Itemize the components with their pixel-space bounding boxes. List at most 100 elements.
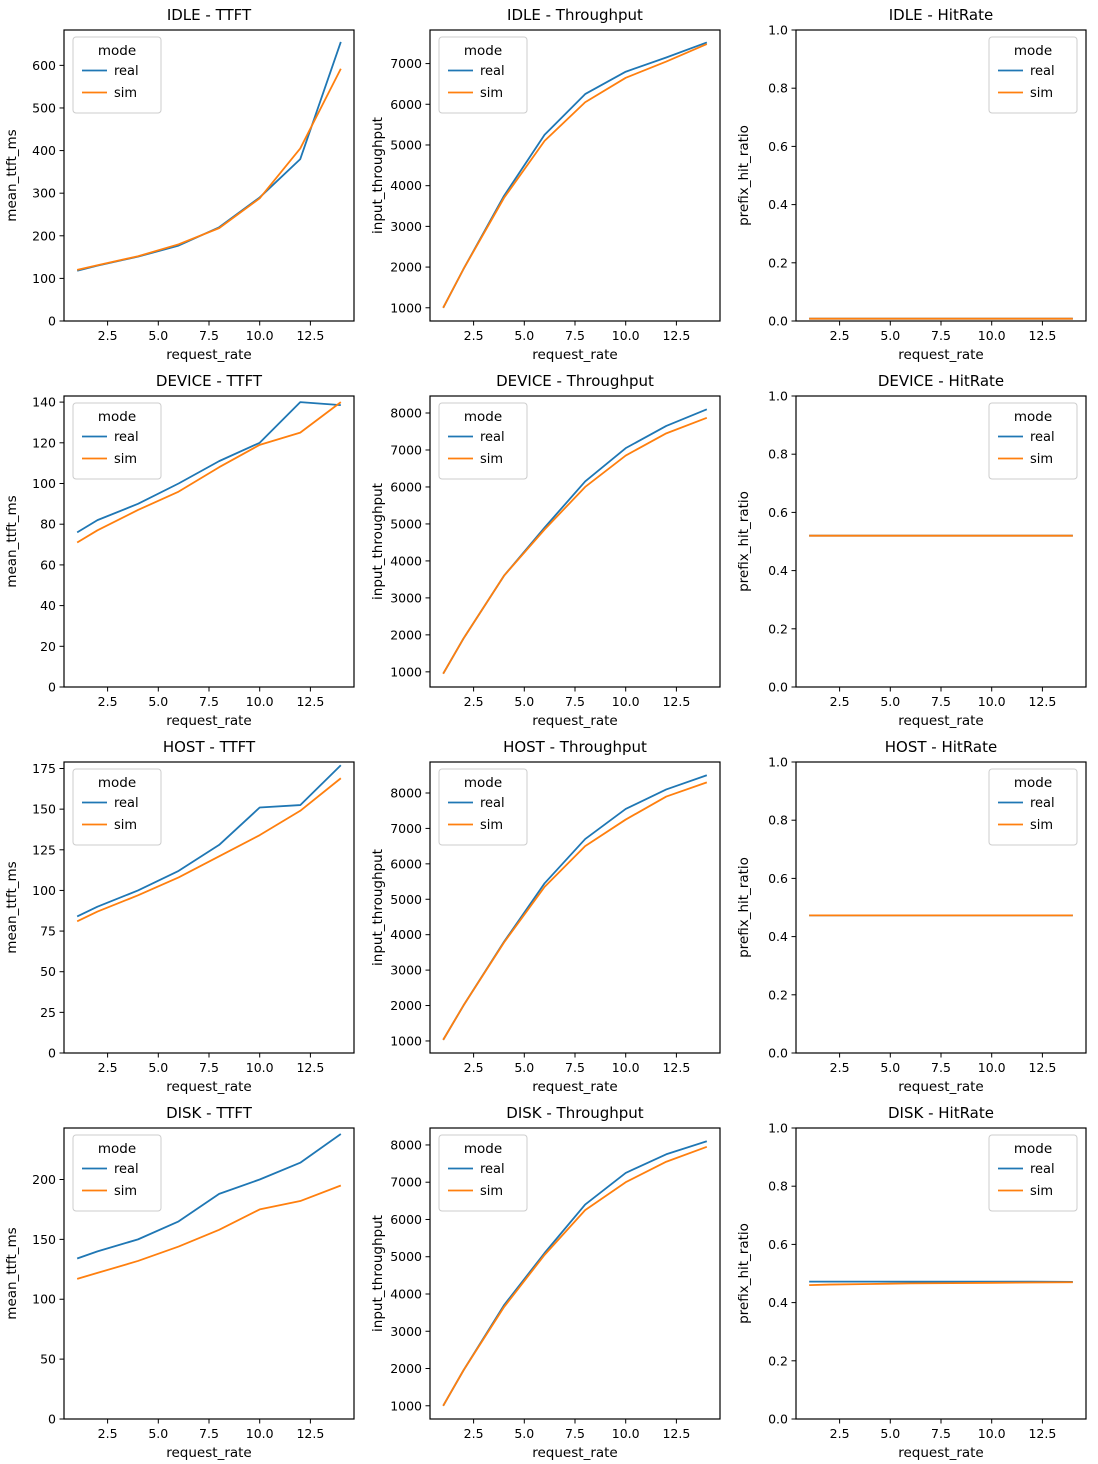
- y-tick-label: 100: [32, 271, 56, 286]
- axes-frame: [429, 395, 721, 688]
- y-axis-label: input_throughput: [370, 849, 386, 966]
- y-tick-label: 0.6: [768, 1237, 788, 1252]
- axes-frame: [429, 761, 721, 1054]
- x-tick-label: 10.0: [246, 1060, 274, 1075]
- y-tick-label: 0.8: [768, 447, 788, 462]
- legend-title: mode: [1014, 1141, 1052, 1157]
- y-tick-label: 0.0: [768, 314, 788, 329]
- axes-frame: [63, 29, 355, 322]
- subplot-host-hitrate: HOST - HitRate 2.5 5.0 7.5 10.0 12.5 0.0 0.2 0.4…: [732, 732, 1098, 1098]
- legend-title: mode: [464, 409, 502, 425]
- legend-label-sim: sim: [114, 452, 137, 467]
- x-tick-label: 7.5: [565, 1060, 585, 1075]
- series-line-sim: [442, 1145, 708, 1407]
- y-tick-label: 7000: [390, 1175, 422, 1190]
- series-line-sim: [76, 68, 342, 271]
- y-tick-label: 6000: [390, 97, 422, 112]
- y-tick-label: 3000: [390, 219, 422, 234]
- legend-title: mode: [98, 1141, 136, 1157]
- x-tick-label: 12.5: [296, 328, 324, 343]
- x-tick-label: 2.5: [464, 1060, 484, 1075]
- y-tick-label: 4000: [390, 178, 422, 193]
- x-tick-label: 10.0: [978, 1426, 1006, 1441]
- x-axis-label: request_rate: [532, 1445, 618, 1461]
- x-tick-label: 5.0: [148, 328, 168, 343]
- chart-title: DISK - Throughput: [506, 1104, 644, 1122]
- y-tick-label: 0.4: [768, 563, 788, 578]
- subplot-device-hitrate: DEVICE - HitRate 2.5 5.0 7.5 10.0 12.5 0.0 0.2 0…: [732, 366, 1098, 732]
- x-tick-label: 2.5: [830, 1060, 850, 1075]
- chart-title: DEVICE - TTFT: [156, 372, 263, 390]
- x-tick-label: 7.5: [931, 694, 951, 709]
- subplot-idle-ttft: IDLE - TTFT 2.5 5.0 7.5 10.0 12.5 0 100 200 300 40…: [0, 0, 366, 366]
- x-tick-label: 7.5: [931, 1426, 951, 1441]
- x-tick-label: 10.0: [246, 694, 274, 709]
- x-tick-label: 12.5: [662, 694, 690, 709]
- x-tick-label: 12.5: [1028, 1426, 1056, 1441]
- x-tick-label: 7.5: [565, 328, 585, 343]
- y-tick-label: 300: [32, 186, 56, 201]
- legend-label-sim: sim: [1030, 818, 1053, 833]
- chart-title: DISK - HitRate: [888, 1104, 994, 1122]
- chart-title: IDLE - TTFT: [167, 6, 252, 24]
- x-tick-label: 12.5: [296, 694, 324, 709]
- y-tick-label: 2000: [390, 260, 422, 275]
- y-tick-label: 4000: [390, 927, 422, 942]
- legend: mode real sim: [988, 768, 1078, 846]
- legend: mode real sim: [72, 1134, 162, 1212]
- y-axis-label: mean_ttft_ms: [4, 1227, 20, 1319]
- series-line-sim: [76, 777, 342, 923]
- legend-label-sim: sim: [480, 818, 503, 833]
- legend-label-real: real: [1030, 796, 1055, 811]
- y-tick-label: 150: [32, 802, 56, 817]
- legend-label-real: real: [114, 64, 139, 79]
- y-tick-label: 0.4: [768, 197, 788, 212]
- y-tick-label: 7000: [390, 442, 422, 457]
- axes-frame: [429, 29, 721, 322]
- y-tick-label: 0: [48, 314, 56, 329]
- y-tick-label: 4000: [390, 553, 422, 568]
- x-tick-label: 10.0: [246, 1426, 274, 1441]
- x-axis-label: request_rate: [166, 713, 252, 729]
- series-line-real: [76, 764, 342, 918]
- x-tick-label: 10.0: [612, 1060, 640, 1075]
- y-tick-label: 4000: [390, 1286, 422, 1301]
- x-axis-label: request_rate: [166, 1079, 252, 1095]
- y-tick-label: 140: [32, 395, 56, 410]
- y-tick-label: 3000: [390, 963, 422, 978]
- series-line-sim: [442, 781, 708, 1041]
- y-tick-label: 5000: [390, 892, 422, 907]
- y-tick-label: 0.8: [768, 813, 788, 828]
- y-axis-label: mean_ttft_ms: [4, 861, 20, 953]
- y-tick-label: 0: [48, 1412, 56, 1427]
- y-axis-label: prefix_hit_ratio: [736, 857, 752, 958]
- legend-label-real: real: [480, 1162, 505, 1177]
- y-tick-label: 8000: [390, 785, 422, 800]
- chart-title: IDLE - HitRate: [889, 6, 993, 24]
- y-tick-label: 50: [40, 964, 56, 979]
- x-tick-label: 7.5: [931, 328, 951, 343]
- y-tick-label: 100: [32, 476, 56, 491]
- y-tick-label: 0.2: [768, 255, 788, 270]
- legend-label-real: real: [114, 430, 139, 445]
- x-tick-label: 2.5: [98, 328, 118, 343]
- y-tick-label: 200: [32, 1172, 56, 1187]
- y-tick-label: 400: [32, 143, 56, 158]
- y-tick-label: 20: [40, 639, 56, 654]
- x-axis-label: request_rate: [532, 347, 618, 363]
- legend-label-sim: sim: [114, 818, 137, 833]
- y-tick-label: 0.6: [768, 505, 788, 520]
- x-tick-label: 12.5: [662, 1060, 690, 1075]
- y-tick-label: 0.0: [768, 680, 788, 695]
- y-tick-label: 80: [40, 517, 56, 532]
- legend-title: mode: [98, 409, 136, 425]
- x-tick-label: 2.5: [830, 328, 850, 343]
- legend: mode real sim: [438, 768, 528, 846]
- y-tick-label: 2000: [390, 1361, 422, 1376]
- x-tick-label: 10.0: [978, 1060, 1006, 1075]
- x-tick-label: 2.5: [98, 694, 118, 709]
- legend-title: mode: [464, 1141, 502, 1157]
- y-tick-label: 600: [32, 58, 56, 73]
- y-tick-label: 1.0: [768, 23, 788, 38]
- series-line-sim: [76, 1184, 342, 1280]
